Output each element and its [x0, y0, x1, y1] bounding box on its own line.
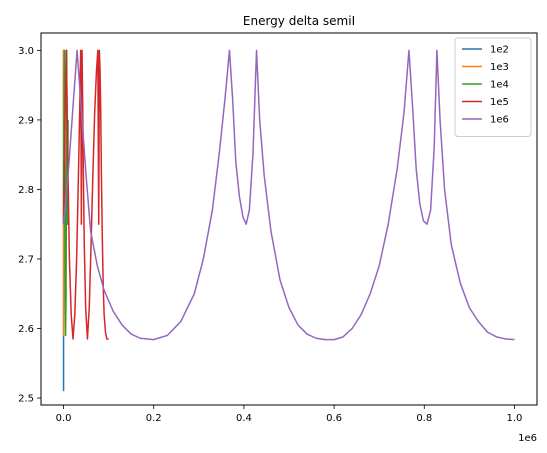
x-tick-label: 0.4: [236, 413, 252, 424]
y-tick-label: 2.5: [18, 394, 34, 405]
y-tick-label: 2.8: [18, 185, 34, 196]
legend-label-1e4: 1e4: [490, 80, 509, 91]
x-tick-label: 0.8: [416, 413, 432, 424]
legend-label-1e2: 1e2: [490, 45, 509, 56]
legend-label-1e3: 1e3: [490, 62, 509, 73]
legend-frame: [454, 37, 532, 137]
series-line-1e6: [62, 49, 515, 341]
series-layer: [62, 49, 515, 392]
x-offset-label: 1e6: [518, 433, 537, 444]
legend: 1e2 1e3 1e4 1e5 1e6: [454, 37, 532, 137]
y-axis: 2.5 2.6 2.7 2.8 2.9 3.0: [18, 46, 41, 405]
y-tick-label: 2.6: [18, 324, 34, 335]
y-tick-label: 3.0: [18, 46, 34, 57]
x-axis: 0.0 0.2 0.4 0.6 0.8 1.0: [56, 405, 523, 424]
series-line-1e5: [62, 49, 109, 340]
x-tick-label: 1.0: [507, 413, 523, 424]
chart-title: Energy delta semiI: [243, 14, 355, 28]
x-tick-label: 0.0: [56, 413, 72, 424]
y-tick-label: 2.9: [18, 115, 34, 126]
plot-area: [40, 32, 538, 406]
legend-label-1e5: 1e5: [490, 97, 509, 108]
legend-label-1e6: 1e6: [490, 115, 509, 126]
plot-frame: [40, 32, 538, 406]
y-tick-label: 2.7: [18, 254, 34, 265]
x-tick-label: 0.2: [146, 413, 162, 424]
x-tick-label: 0.6: [326, 413, 342, 424]
